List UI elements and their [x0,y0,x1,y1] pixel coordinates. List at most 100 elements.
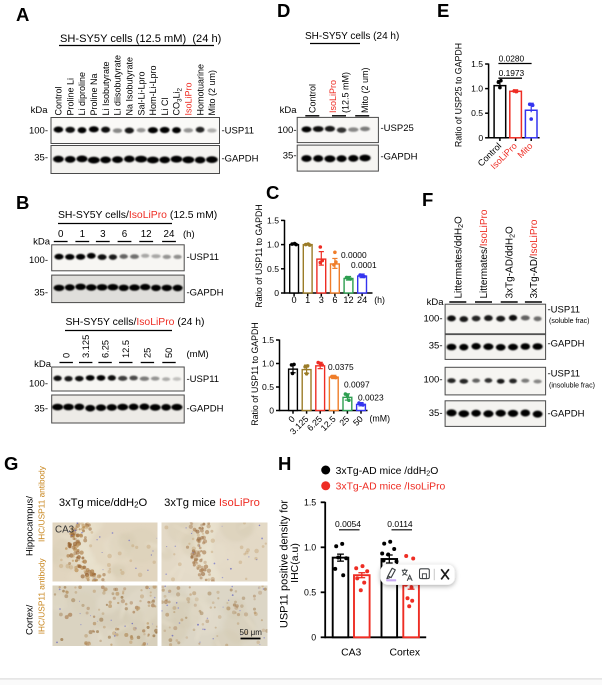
svg-text:Proline Na: Proline Na [89,73,99,115]
svg-text:0.5: 0.5 [471,108,483,118]
svg-text:E: E [437,0,449,21]
svg-text:35-: 35- [34,288,48,299]
svg-text:SH-SY5Y cells (12.5 mM) (24 h: SH-SY5Y cells (12.5 mM) (24 h) [60,33,221,45]
svg-text:Control: Control [54,86,64,115]
svg-text:0: 0 [58,229,64,240]
svg-text:100-: 100- [29,126,48,137]
svg-text:F: F [422,189,433,210]
svg-text:-USP11: -USP11 [222,126,255,137]
svg-text:(h): (h) [183,229,195,240]
svg-text:Proline Li: Proline Li [65,78,75,116]
svg-text:D: D [277,0,290,21]
svg-text:1.0: 1.0 [262,359,274,369]
svg-text:Hom-Li-Lpro: Hom-Li-Lpro [148,65,158,115]
svg-text:CO3Li2: CO3Li2 [172,87,184,115]
svg-text:Na Isobutyrate: Na Isobutyrate [124,57,134,116]
svg-text:-GAPDH: -GAPDH [381,152,418,163]
svg-text:24: 24 [164,229,175,240]
svg-text:Littermates/IsoLiPro: Littermates/IsoLiPro [479,209,490,298]
svg-text:-GAPDH: -GAPDH [548,339,585,350]
svg-text:(mM): (mM) [370,414,391,424]
svg-text:IsoLiPro: IsoLiPro [184,82,194,115]
svg-text:Sal-Li-Lpro: Sal-Li-Lpro [136,71,146,115]
svg-text:0.0054: 0.0054 [335,519,361,529]
svg-text:0: 0 [478,133,483,143]
svg-text:0.5: 0.5 [304,588,316,598]
svg-text:0: 0 [311,633,316,643]
svg-text:0.0001: 0.0001 [351,260,377,270]
svg-text:kDa: kDa [34,359,52,370]
svg-text:3: 3 [319,295,324,305]
svg-text:1: 1 [80,229,85,240]
svg-text:Li Isobutyrate: Li Isobutyrate [101,61,111,115]
svg-text:IHC/USP11 antibody: IHC/USP11 antibody [37,558,47,635]
svg-text:(12.5 mM): (12.5 mM) [341,72,351,113]
svg-text:-GAPDH: -GAPDH [187,404,224,415]
svg-text:Mito (2 um): Mito (2 um) [207,70,217,116]
svg-text:0.0375: 0.0375 [328,362,354,372]
svg-text:-GAPDH: -GAPDH [548,409,585,420]
svg-text:3xTg-AD/IsoLiPro: 3xTg-AD/IsoLiPro [529,219,540,298]
svg-text:0: 0 [269,406,274,416]
svg-text:C: C [266,182,279,203]
svg-text:-GAPDH: -GAPDH [222,154,259,165]
svg-text:(h): (h) [374,295,385,305]
svg-text:H: H [278,453,291,474]
svg-text:3xTg mice IsoLiPro: 3xTg mice IsoLiPro [164,497,260,509]
svg-text:100-: 100- [29,379,48,390]
svg-text:50: 50 [164,348,174,358]
svg-text:kDa: kDa [427,297,445,308]
svg-text:Littermates/ddH2O: Littermates/ddH2O [453,216,465,299]
svg-text:1: 1 [305,295,310,305]
svg-text:CA3: CA3 [341,648,361,659]
svg-text:100-: 100- [29,255,48,266]
svg-text:Control: Control [308,84,318,113]
svg-text:6.25: 6.25 [100,340,110,358]
svg-text:Ratio of USP25 to GAPDH: Ratio of USP25 to GAPDH [454,43,464,147]
svg-text:35-: 35- [34,153,48,164]
svg-text:Li Cl: Li Cl [160,97,170,115]
svg-text:(soluble frac): (soluble frac) [549,318,589,325]
svg-text:kDa: kDa [280,105,298,116]
svg-text:G: G [4,453,18,474]
svg-text:SH-SY5Y cells/IsoLiPro (12.5 m: SH-SY5Y cells/IsoLiPro (12.5 mM) [58,210,217,221]
svg-text:SH-SY5Y cells (24 h): SH-SY5Y cells (24 h) [305,31,399,42]
svg-text:1.0: 1.0 [267,240,279,250]
svg-text:35-: 35- [283,151,297,162]
svg-text:35-: 35- [34,404,48,415]
svg-text:Li diisobutyrate: Li diisobutyrate [113,55,123,116]
svg-text:1.5: 1.5 [262,335,274,345]
svg-text:3: 3 [100,229,106,240]
svg-text:3xTg-AD mice /ddH2O: 3xTg-AD mice /ddH2O [336,466,439,478]
svg-text:Cortex: Cortex [389,648,420,659]
svg-text:IHC(a.u): IHC(a.u) [289,543,301,583]
svg-text:50 μm: 50 μm [240,628,263,637]
svg-text:-USP11: -USP11 [187,374,220,385]
svg-text:SH-SY5Y cells/IsoLiPro (24 h): SH-SY5Y cells/IsoLiPro (24 h) [66,317,205,328]
svg-text:0.1973: 0.1973 [499,68,525,78]
svg-text:0.0000: 0.0000 [341,250,367,260]
svg-text:kDa: kDa [31,105,49,116]
svg-text:35-: 35- [429,341,443,352]
svg-text:1.0: 1.0 [471,84,483,94]
svg-text:-USP11: -USP11 [187,252,220,263]
svg-text:6: 6 [122,229,128,240]
svg-text:100-: 100- [423,375,442,386]
svg-text:0: 0 [286,414,297,425]
svg-text:0: 0 [292,295,297,305]
svg-text:0.5: 0.5 [267,264,279,274]
svg-text:(insoluble frac): (insoluble frac) [549,383,595,390]
svg-text:A: A [16,4,29,25]
svg-text:1.0: 1.0 [304,543,316,553]
svg-text:0.0097: 0.0097 [344,379,370,389]
svg-text:25: 25 [143,348,153,358]
svg-text:Homotuarine: Homotuarine [195,64,205,116]
svg-text:35-: 35- [429,408,443,419]
svg-text:kDa: kDa [33,237,51,248]
svg-text:-USP11: -USP11 [548,305,581,316]
svg-text:0.5: 0.5 [262,382,274,392]
svg-text:12.5: 12.5 [121,340,131,358]
svg-text:0.0023: 0.0023 [358,393,384,403]
svg-text:B: B [16,192,29,213]
svg-text:-USP25: -USP25 [381,123,414,134]
